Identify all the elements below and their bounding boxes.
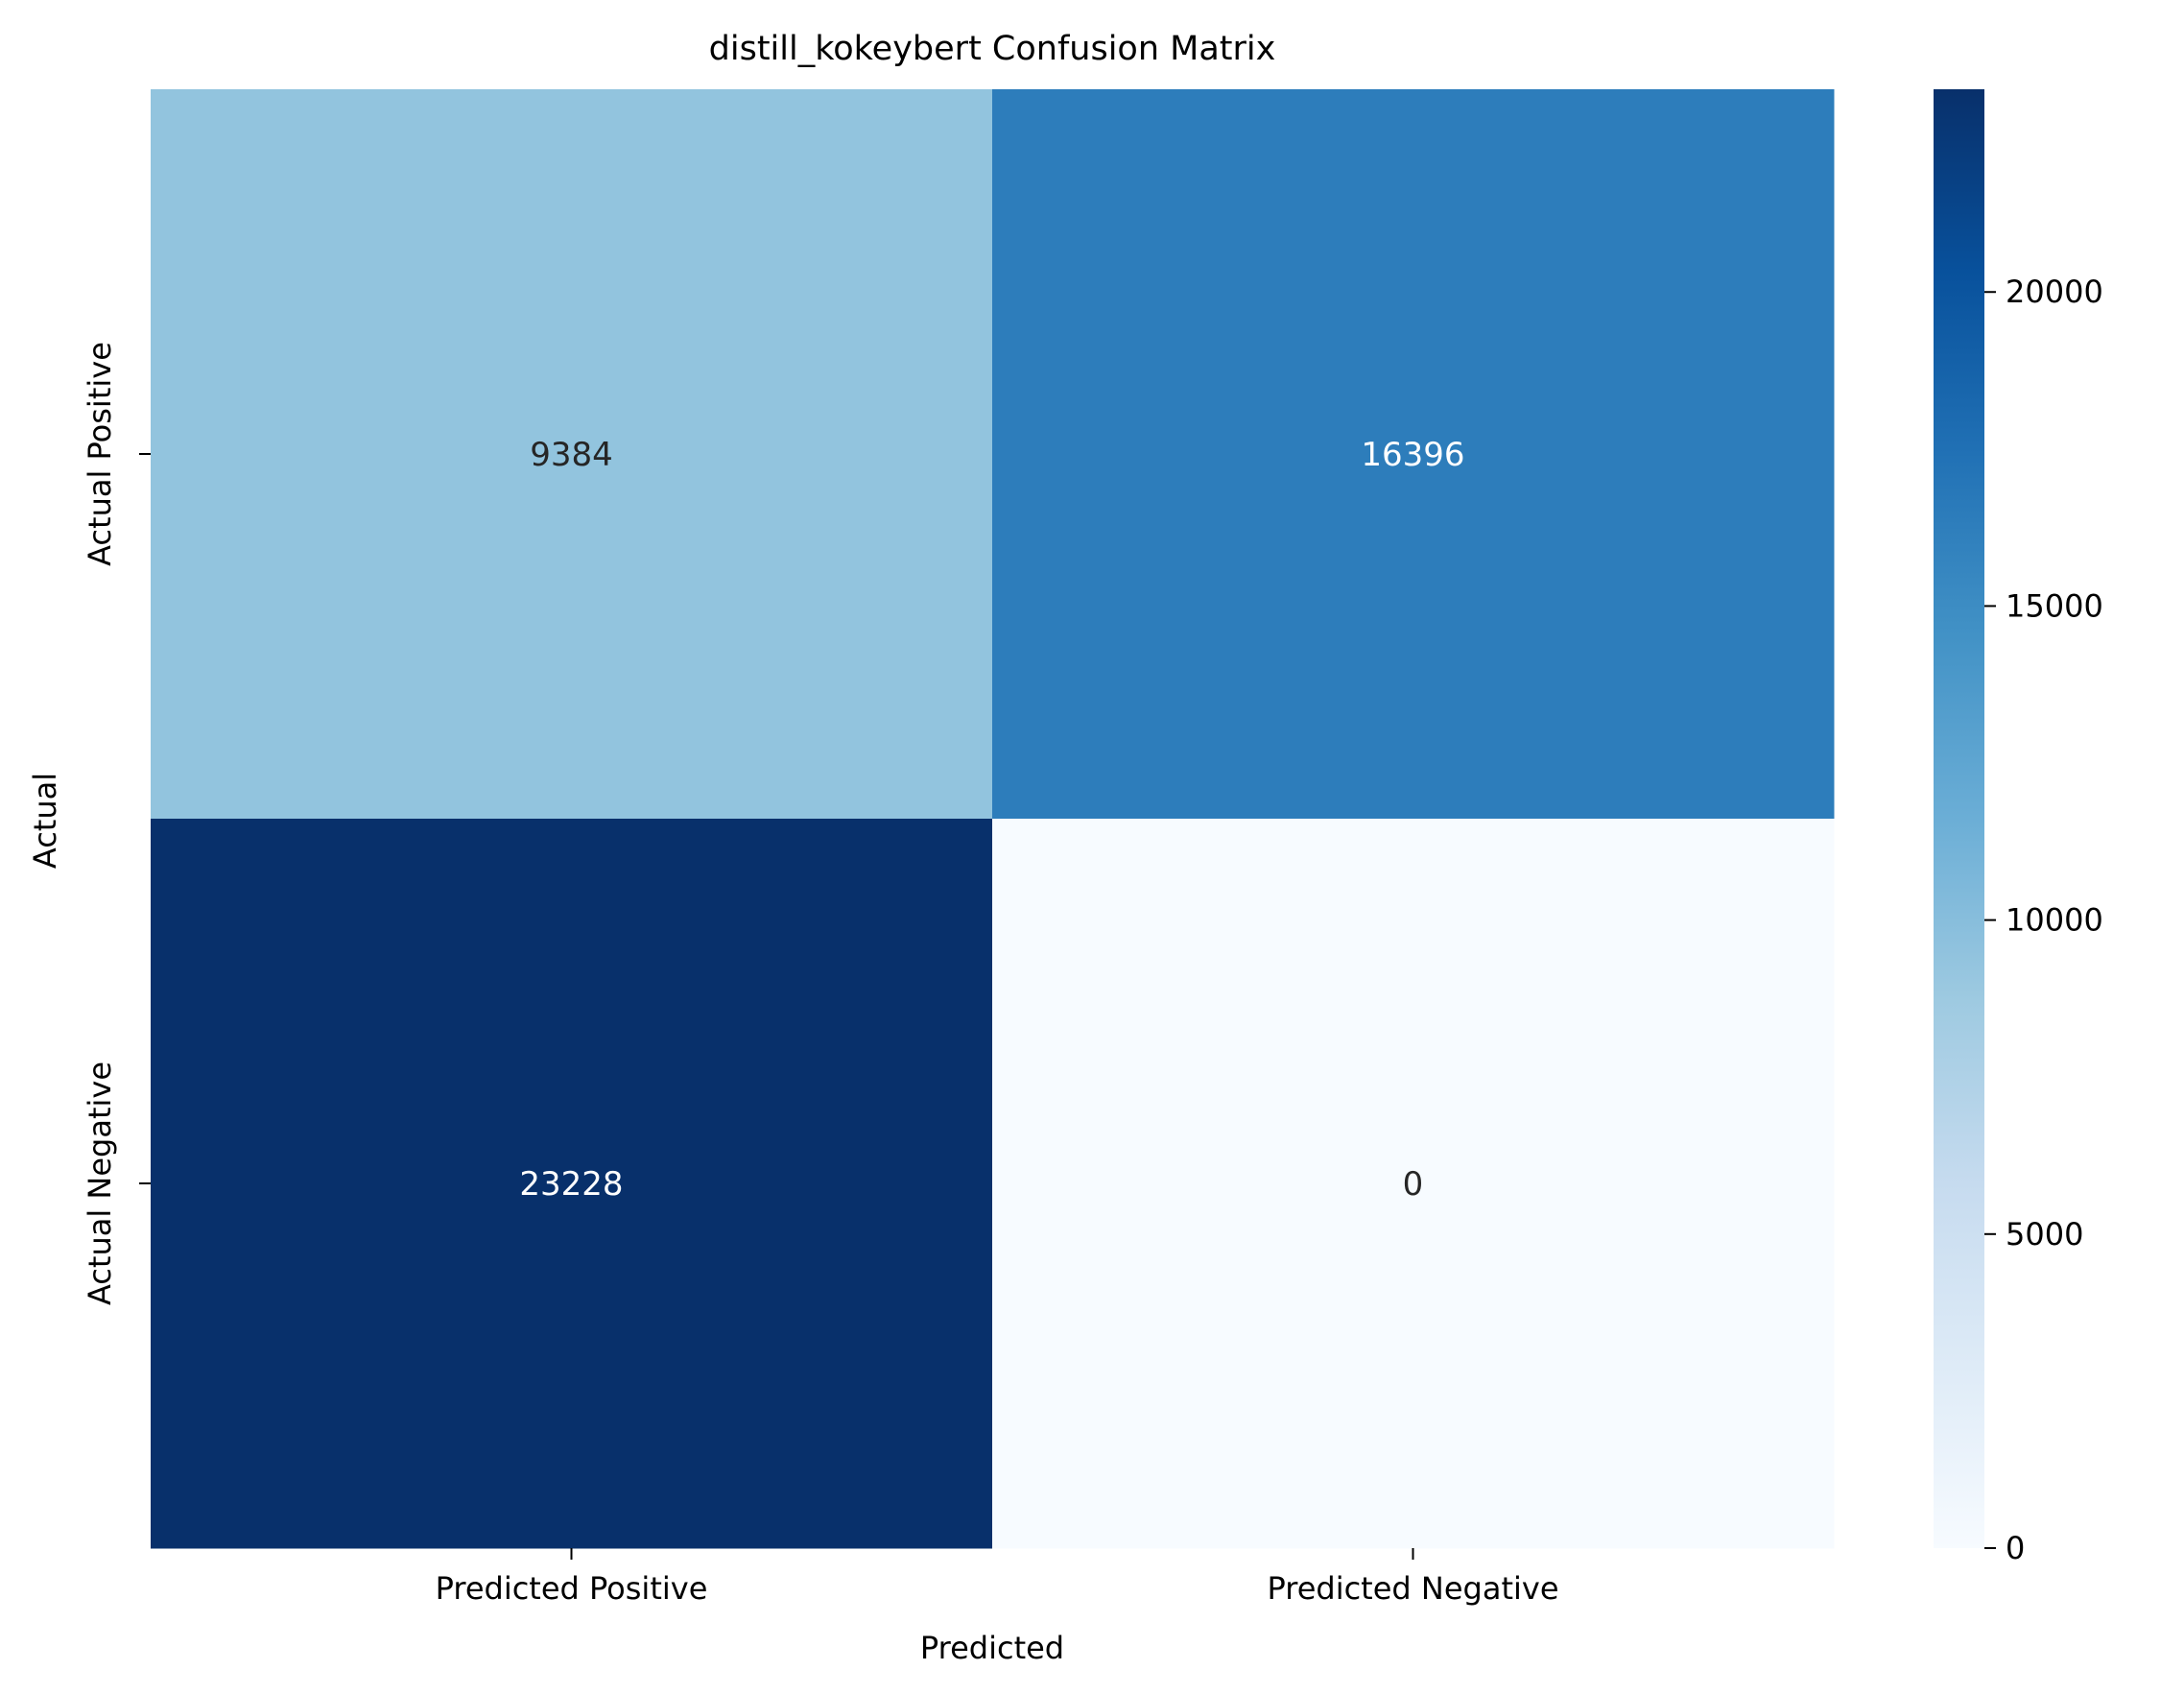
y-axis: Actual Positive Actual Negative bbox=[82, 342, 151, 1305]
y-axis-label: Actual bbox=[27, 773, 63, 869]
colorbar-tick-label: 15000 bbox=[2006, 587, 2103, 624]
y-tick-label: Actual Negative bbox=[82, 1062, 118, 1305]
x-axis-label: Predicted bbox=[920, 1630, 1064, 1666]
heatmap-cell bbox=[992, 89, 1835, 820]
colorbar bbox=[1934, 89, 1984, 1548]
x-axis: Predicted Positive Predicted Negative bbox=[436, 1548, 1559, 1607]
x-tick-label: Predicted Negative bbox=[1268, 1570, 1559, 1607]
colorbar-tick-label: 20000 bbox=[2006, 274, 2103, 310]
heatmap-cell bbox=[151, 89, 993, 820]
heatmap-cells: 9384 16396 23228 0 bbox=[151, 89, 1835, 1549]
cell-value-label: 0 bbox=[1403, 1165, 1424, 1204]
cell-value-label: 16396 bbox=[1361, 436, 1464, 474]
heatmap-cell bbox=[992, 819, 1835, 1549]
cell-value-label: 9384 bbox=[530, 436, 613, 474]
heatmap-cell bbox=[151, 819, 993, 1549]
cell-value-label: 23228 bbox=[519, 1165, 623, 1204]
colorbar-tick-label: 0 bbox=[2006, 1530, 2025, 1566]
colorbar-tick-label: 5000 bbox=[2006, 1216, 2083, 1253]
colorbar-tick-label: 10000 bbox=[2006, 902, 2103, 939]
colorbar-ticks: 0 5000 10000 15000 20000 bbox=[1984, 274, 2103, 1566]
y-tick-label: Actual Positive bbox=[82, 342, 118, 566]
chart-title: distill_kokeybert Confusion Matrix bbox=[709, 30, 1276, 68]
x-tick-label: Predicted Positive bbox=[436, 1570, 708, 1607]
